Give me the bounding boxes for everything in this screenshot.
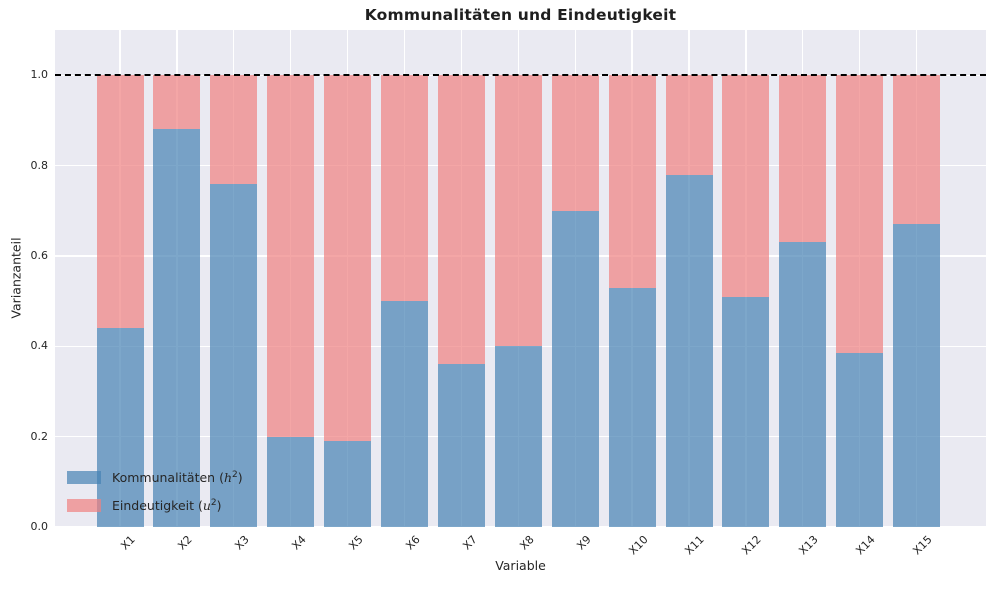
bar-segment-eindeutigkeit [779,75,827,243]
bar-segment-eindeutigkeit [722,75,770,297]
bar-segment-eindeutigkeit [153,75,201,130]
bar-stack-x14 [836,75,884,527]
bar-segment-kommunalitaeten [324,441,372,527]
y-tick-label: 0.4 [30,339,49,353]
x-tick-label: X15 [910,533,935,558]
bar-segment-kommunalitaeten [722,296,770,527]
x-tick-label: X13 [796,533,822,558]
legend-swatch-eindeutigkeit-icon [67,498,101,512]
x-tick-label: X11 [682,533,708,558]
legend-label-kommunalitaeten: Kommunalitäten (h2) [112,469,243,485]
x-tick-label: X12 [739,533,765,558]
bar-stack-x9 [551,75,599,527]
bar-stack-x3 [210,75,258,527]
bar-segment-eindeutigkeit [836,75,884,354]
bar-stack-x13 [779,75,827,527]
bar-segment-kommunalitaeten [551,210,599,527]
bar-segment-eindeutigkeit [437,75,485,365]
x-tick-label: X1 [118,533,139,553]
x-tick-label: X5 [346,533,366,553]
y-tick-label: 1.0 [30,68,49,82]
x-tick-label: X10 [625,533,651,558]
legend-label-eindeutigkeit: Eindeutigkeit (u2) [112,497,222,513]
x-tick-label: X7 [460,533,480,553]
y-tick-label: 0.2 [30,429,49,443]
x-tick-label: X8 [517,533,537,553]
bar-segment-eindeutigkeit [665,75,713,175]
bar-segment-eindeutigkeit [324,75,372,442]
y-tick-label: 0.8 [30,158,49,172]
bar-stack-x7 [437,75,485,527]
bar-segment-kommunalitaeten [96,328,144,527]
x-tick-label: X6 [403,533,423,553]
bar-stack-x11 [665,75,713,527]
x-tick-label: X4 [289,533,309,553]
bar-segment-eindeutigkeit [893,75,941,225]
bar-segment-eindeutigkeit [608,75,656,288]
legend: Kommunalitäten (h2) Eindeutigkeit (u2) [67,470,243,513]
bar-segment-eindeutigkeit [96,75,144,329]
bar-segment-kommunalitaeten [210,183,258,527]
bar-segment-eindeutigkeit [381,75,428,302]
x-tick-label: X9 [573,533,594,553]
bar-segment-kommunalitaeten [665,174,713,527]
bar-stack-x1 [96,75,144,527]
bar-stack-x12 [722,75,770,527]
reference-line [55,74,986,77]
bar-stack-x5 [324,75,372,527]
bar-stack-x15 [893,75,941,527]
bar-segment-kommunalitaeten [153,129,201,527]
x-tick-label: X14 [853,533,878,558]
x-tick-label: X3 [232,533,253,553]
bar-stack-x6 [381,75,428,527]
plot-area: Kommunalitäten (h2) Eindeutigkeit (u2) [55,30,986,527]
y-tick-label: 0.0 [30,520,49,533]
bar-segment-kommunalitaeten [437,364,485,527]
x-tick-label: X2 [175,533,196,553]
bar-segment-kommunalitaeten [893,224,941,527]
bar-stack-x2 [153,75,201,527]
legend-item-kommunalitaeten: Kommunalitäten (h2) [67,470,243,485]
bar-segment-kommunalitaeten [608,287,656,527]
x-axis-label: Variable [495,558,546,573]
bar-stack-x10 [608,75,656,527]
bar-segment-eindeutigkeit [494,75,542,347]
bar-segment-kommunalitaeten [267,436,315,527]
bar-stack-x8 [494,75,542,527]
bar-segment-eindeutigkeit [551,75,599,211]
bar-segment-kommunalitaeten [381,301,428,527]
bar-segment-kommunalitaeten [494,346,542,527]
bar-segment-kommunalitaeten [836,353,884,527]
legend-item-eindeutigkeit: Eindeutigkeit (u2) [67,498,243,513]
bar-segment-kommunalitaeten [779,242,827,527]
bar-segment-eindeutigkeit [267,75,315,437]
chart-title: Kommunalitäten und Eindeutigkeit [364,6,677,24]
legend-swatch-kommunalitaeten-icon [67,470,101,484]
y-tick-label: 0.6 [30,248,49,262]
bar-stack-x4 [267,75,315,527]
bar-segment-eindeutigkeit [210,75,258,184]
